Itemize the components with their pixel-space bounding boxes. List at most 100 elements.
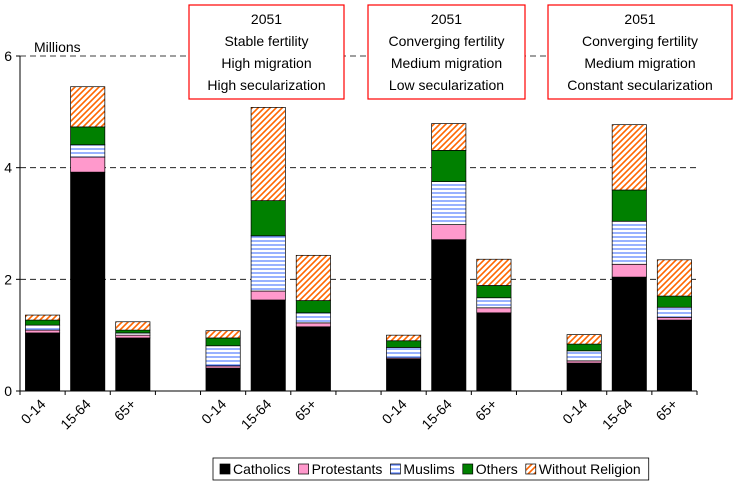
bar-segment bbox=[566, 343, 602, 352]
bar-segment bbox=[295, 322, 331, 328]
bar-segment bbox=[115, 337, 151, 392]
bar-segment bbox=[431, 123, 467, 151]
bar-segment bbox=[431, 239, 467, 392]
legend-label: Muslims bbox=[403, 461, 454, 477]
bar-segment bbox=[476, 307, 512, 314]
x-tick-label: 0-14 bbox=[559, 396, 590, 427]
bar-segment bbox=[295, 254, 331, 301]
x-tick-label: 65+ bbox=[472, 396, 500, 424]
y-tick-label: 2 bbox=[4, 271, 12, 287]
bar-segment bbox=[431, 224, 467, 241]
bar-segment bbox=[250, 107, 286, 201]
bar-segment bbox=[205, 345, 241, 367]
annotation-box bbox=[547, 4, 733, 100]
bar-segment bbox=[656, 316, 692, 321]
bar-segment bbox=[476, 258, 512, 286]
legend-label: Others bbox=[476, 461, 518, 477]
annotation-text: Medium migration bbox=[584, 55, 695, 71]
bar-segment bbox=[611, 263, 647, 278]
legend-swatch bbox=[390, 463, 401, 475]
legend-swatch bbox=[525, 463, 537, 475]
annotation-text: High migration bbox=[221, 55, 311, 71]
bar-segment bbox=[250, 235, 286, 292]
bar-segment bbox=[25, 319, 61, 326]
x-tick-label: 65+ bbox=[291, 396, 319, 424]
annotation-text: Stable fertility bbox=[224, 33, 308, 49]
x-tick-label: 15-64 bbox=[57, 396, 94, 433]
bar-segment bbox=[611, 220, 647, 265]
bar-segment bbox=[431, 181, 467, 225]
bar-segment bbox=[205, 337, 241, 347]
bar-segment bbox=[295, 312, 331, 324]
bar-segment bbox=[611, 276, 647, 392]
bar-segment bbox=[25, 314, 61, 321]
bar-segment bbox=[295, 300, 331, 314]
bar-segment bbox=[656, 295, 692, 308]
legend-label: Without Religion bbox=[539, 461, 641, 477]
annotation-text: 2051 bbox=[624, 11, 655, 27]
legend-swatch bbox=[462, 463, 474, 475]
bar-segment bbox=[386, 340, 422, 348]
bar-segment bbox=[205, 367, 241, 392]
annotation-text: Low secularization bbox=[389, 77, 504, 93]
x-tick-label: 0-14 bbox=[198, 396, 229, 427]
bar-segment bbox=[566, 362, 602, 392]
legend-label: Catholics bbox=[233, 461, 291, 477]
bar-segment bbox=[250, 200, 286, 237]
bar-segment bbox=[25, 329, 61, 334]
bar-segment bbox=[386, 347, 422, 359]
legend-label: Protestants bbox=[312, 461, 383, 477]
annotation-box bbox=[188, 4, 345, 100]
bar-segment bbox=[70, 171, 106, 392]
legend: Catholics Protestants Muslims Others Without… bbox=[212, 457, 650, 481]
bar-segment bbox=[431, 150, 467, 182]
bar-segment bbox=[476, 297, 512, 309]
bar-segment bbox=[115, 334, 151, 339]
x-tick-label: 15-64 bbox=[238, 396, 275, 433]
legend-swatch bbox=[219, 463, 231, 475]
bar-segment bbox=[566, 350, 602, 362]
x-tick-label: 0-14 bbox=[18, 396, 49, 427]
x-tick-label: 65+ bbox=[652, 396, 680, 424]
bar-segment bbox=[386, 334, 422, 342]
bar-segment bbox=[205, 330, 241, 339]
bar-segment bbox=[250, 299, 286, 392]
bar-segment bbox=[656, 259, 692, 297]
bar-segment bbox=[115, 329, 151, 334]
x-tick-label: 15-64 bbox=[418, 396, 455, 433]
y-tick-label: 0 bbox=[4, 383, 12, 399]
bar-segment bbox=[295, 326, 331, 392]
x-tick-label: 65+ bbox=[111, 396, 139, 424]
annotation-text: Medium migration bbox=[391, 55, 502, 71]
annotation-text: 2051 bbox=[431, 11, 462, 27]
bar-segment bbox=[611, 124, 647, 191]
bar-segment bbox=[115, 321, 151, 331]
bar-segment bbox=[386, 358, 422, 392]
bar-segment bbox=[70, 156, 106, 173]
y-tick-label: 6 bbox=[4, 48, 12, 64]
bar-segment bbox=[611, 189, 647, 222]
annotation-text: 2051 bbox=[251, 11, 282, 27]
bar-segment bbox=[656, 306, 692, 318]
annotation-text: Constant secularization bbox=[567, 77, 713, 93]
bar-segment bbox=[70, 144, 106, 158]
bar-segment bbox=[250, 290, 286, 301]
bar-segment bbox=[476, 312, 512, 392]
annotation-text: Converging fertility bbox=[582, 33, 698, 49]
legend-frame bbox=[212, 457, 650, 481]
bar-segment bbox=[476, 285, 512, 299]
annotation-text: High secularization bbox=[207, 77, 325, 93]
x-tick-label: 0-14 bbox=[379, 396, 410, 427]
y-axis-label: Millions bbox=[34, 39, 81, 55]
legend-swatch bbox=[298, 463, 309, 475]
bar-segment bbox=[566, 334, 602, 345]
annotation-box bbox=[367, 4, 526, 100]
bar-segment bbox=[25, 324, 61, 331]
annotation-text: Converging fertility bbox=[389, 33, 505, 49]
bar-segment bbox=[70, 126, 106, 146]
bar-segment bbox=[25, 332, 61, 392]
bar-segment bbox=[70, 86, 106, 128]
y-tick-label: 4 bbox=[4, 160, 12, 176]
